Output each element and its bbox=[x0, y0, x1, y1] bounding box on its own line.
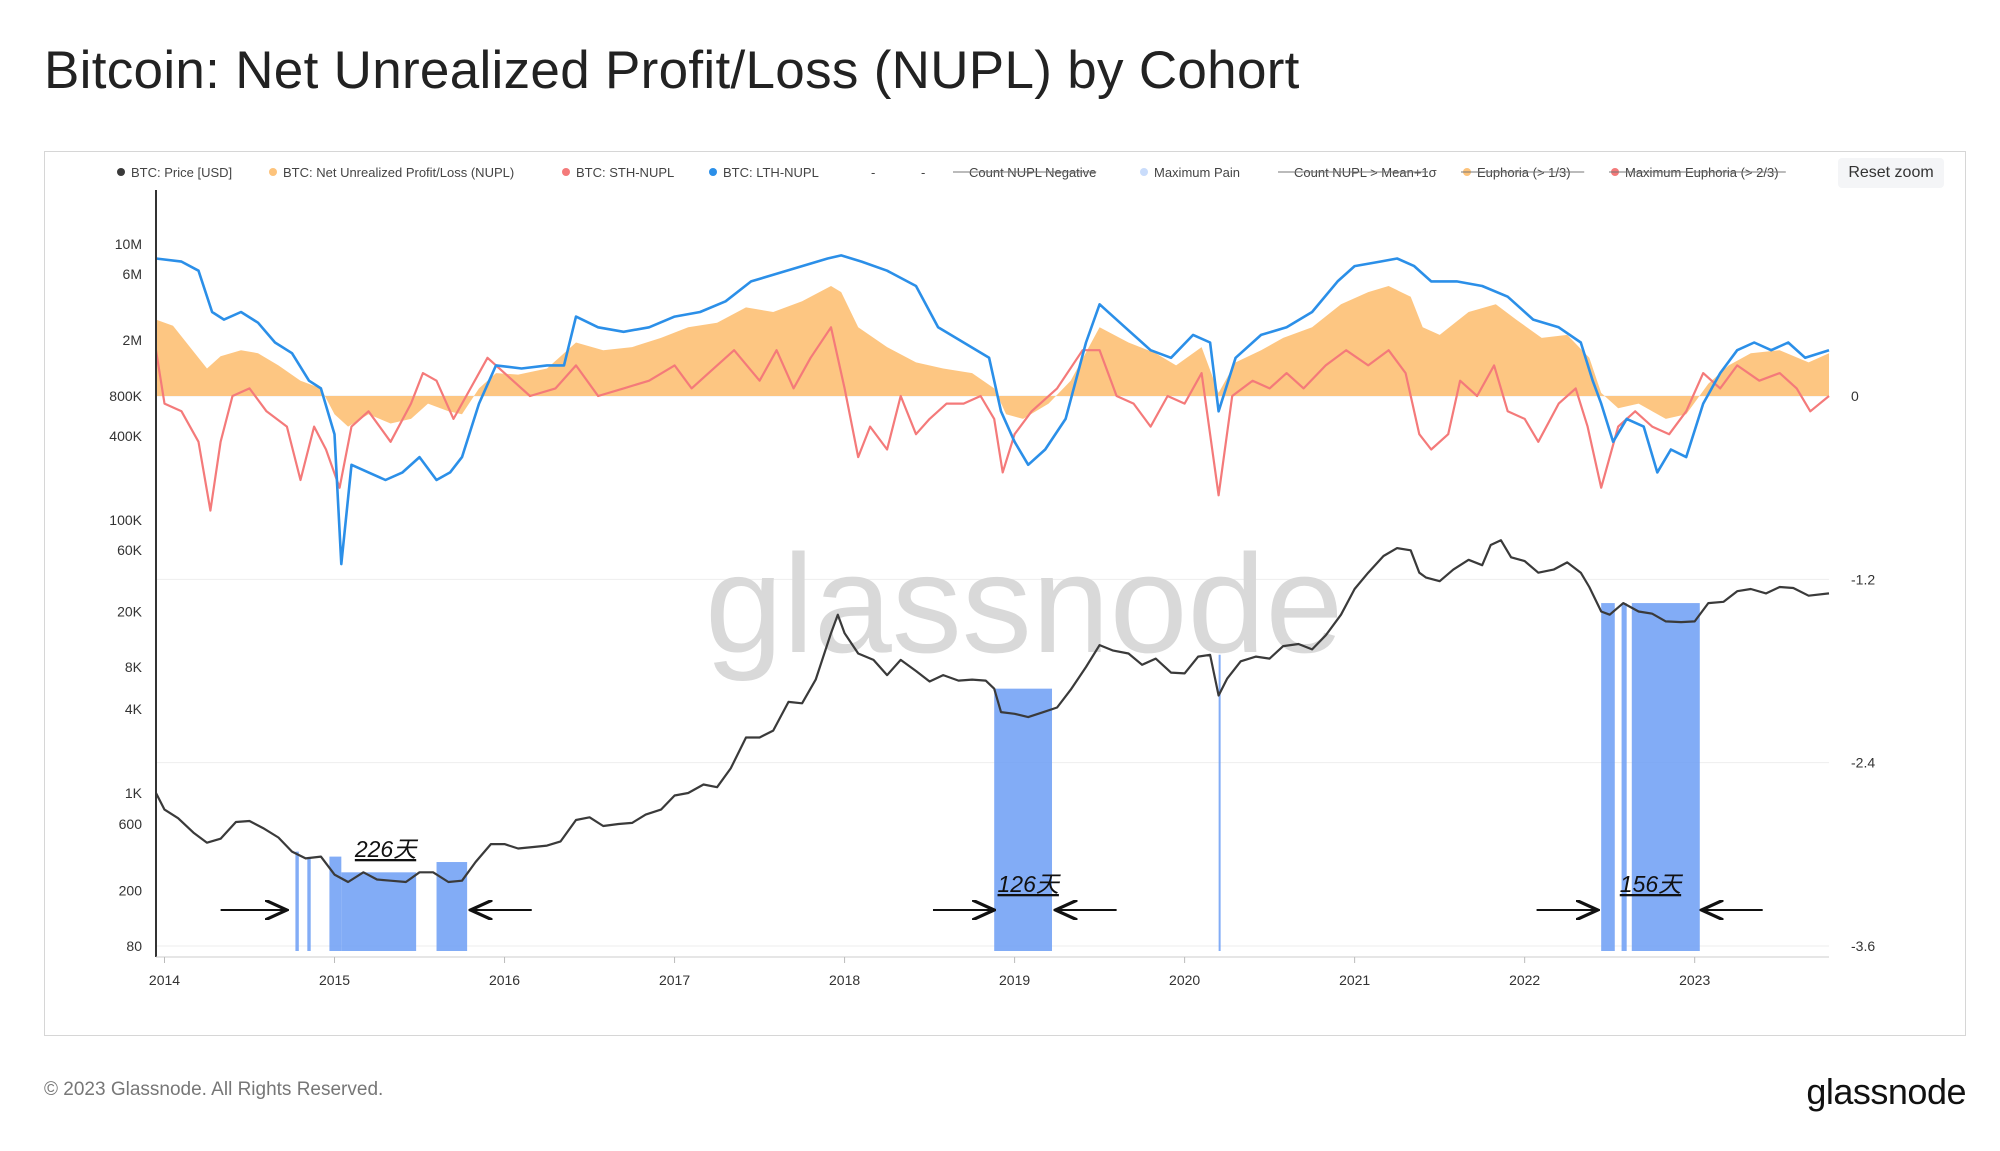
series-lines bbox=[154, 254, 1830, 884]
legend-label: BTC: LTH-NUPL bbox=[723, 165, 819, 180]
x-tick-label: 2019 bbox=[999, 972, 1030, 988]
legend-marker bbox=[709, 168, 717, 176]
maximum-pain-band bbox=[1601, 603, 1615, 951]
annotation-label: 226天 bbox=[354, 836, 418, 862]
maximum-pain-band bbox=[994, 688, 1053, 951]
left-tick-label: 4K bbox=[125, 701, 143, 717]
glassnode-logo[interactable]: glassnode bbox=[1806, 1071, 1966, 1112]
annotation-label: 126天 bbox=[998, 871, 1061, 897]
left-tick-label: 600 bbox=[119, 816, 143, 832]
watermark: glassnode bbox=[705, 525, 1343, 682]
x-axis-ticks: 2014 2015 2016 2017 2018 2019 2020 2021 2022 2023 bbox=[149, 957, 1710, 988]
legend-marker bbox=[1140, 168, 1148, 176]
x-tick-label: 2017 bbox=[659, 972, 690, 988]
x-tick-label: 2015 bbox=[319, 972, 350, 988]
left-tick-label: 400K bbox=[109, 428, 142, 444]
maximum-pain-band bbox=[295, 851, 299, 951]
left-tick-label: 60K bbox=[117, 542, 143, 558]
right-tick-label: 0 bbox=[1851, 388, 1859, 404]
x-tick-label: 2021 bbox=[1339, 972, 1370, 988]
maximum-pain-band bbox=[1218, 654, 1221, 951]
legend-marker bbox=[117, 168, 125, 176]
left-tick-label: 6M bbox=[123, 266, 142, 282]
left-tick-label: 800K bbox=[109, 388, 142, 404]
left-tick-label: 20K bbox=[117, 604, 143, 620]
legend-label: - bbox=[921, 165, 925, 180]
right-tick-label: -1.2 bbox=[1851, 571, 1875, 587]
maximum-pain-band bbox=[436, 862, 468, 951]
left-tick-label: 80 bbox=[126, 938, 142, 954]
copyright-text: © 2023 Glassnode. All Rights Reserved. bbox=[44, 1079, 384, 1100]
page-title: Bitcoin: Net Unrealized Profit/Loss (NUP… bbox=[44, 41, 1300, 100]
maximum-pain-band bbox=[341, 872, 417, 951]
x-tick-label: 2020 bbox=[1169, 972, 1200, 988]
x-tick-label: 2014 bbox=[149, 972, 180, 988]
left-tick-label: 100K bbox=[109, 512, 142, 528]
nupl-chart[interactable]: glassnode 2014 2015 2016 2017 2018 2019 2020 20… bbox=[45, 152, 1967, 1037]
legend-label: Maximum Pain bbox=[1154, 165, 1240, 180]
left-tick-label: 8K bbox=[125, 659, 143, 675]
maximum-pain-band bbox=[1631, 603, 1700, 951]
x-tick-label: 2016 bbox=[489, 972, 520, 988]
left-tick-label: 2M bbox=[123, 332, 142, 348]
left-tick-label: 10M bbox=[115, 236, 142, 252]
sth-nupl-line bbox=[154, 326, 1830, 512]
btc-price-line bbox=[155, 539, 1830, 884]
maximum-pain-band bbox=[1621, 603, 1627, 951]
x-tick-label: 2022 bbox=[1509, 972, 1540, 988]
x-tick-label: 2023 bbox=[1679, 972, 1710, 988]
lth-nupl-line bbox=[155, 254, 1830, 566]
nupl-area bbox=[156, 286, 1829, 427]
nupl-area-group bbox=[156, 286, 1829, 427]
left-tick-label: 200 bbox=[119, 882, 143, 898]
legend: BTC: Price [USD] BTC: Net Unrealized Prof… bbox=[117, 165, 1786, 180]
maximum-pain-band bbox=[329, 856, 342, 951]
left-tick-label: 1K bbox=[125, 785, 143, 801]
legend-marker bbox=[269, 168, 277, 176]
legend-label: BTC: Price [USD] bbox=[131, 165, 232, 180]
legend-label: BTC: STH-NUPL bbox=[576, 165, 674, 180]
annotations: 226天 126天 156天 bbox=[220, 836, 1763, 910]
left-axis-ticks: 10M 6M 2M 800K 400K 100K 60K 20K 8K 4K 1K 600 200 80 bbox=[109, 236, 142, 954]
right-tick-label: -2.4 bbox=[1851, 755, 1875, 771]
chart-container[interactable]: glassnode 2014 2015 2016 2017 2018 2019 2020 20… bbox=[44, 151, 1966, 1036]
axes bbox=[155, 190, 1829, 958]
right-tick-label: -3.6 bbox=[1851, 938, 1875, 954]
x-tick-label: 2018 bbox=[829, 972, 860, 988]
legend-label: BTC: Net Unrealized Profit/Loss (NUPL) bbox=[283, 165, 514, 180]
reset-zoom-button[interactable]: Reset zoom bbox=[1838, 158, 1944, 188]
right-axis-ticks: 0 -1.2 -2.4 -3.6 bbox=[1851, 388, 1875, 954]
legend-label: - bbox=[871, 165, 875, 180]
maximum-pain-band bbox=[307, 858, 311, 951]
legend-marker bbox=[562, 168, 570, 176]
annotation-label: 156天 bbox=[1620, 871, 1683, 897]
